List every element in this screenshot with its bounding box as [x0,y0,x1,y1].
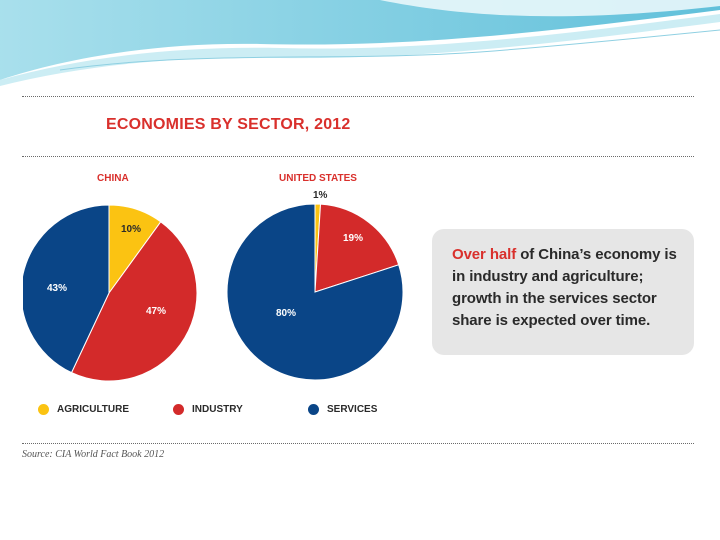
services-dot-icon [308,404,319,415]
callout-box [432,229,694,355]
china-slice-services [23,204,110,374]
legend-label: AGRICULTURE [57,404,130,415]
legend-label: SERVICES [327,404,378,415]
page-title: ECONOMIES BY SECTOR, 2012 [106,116,351,133]
callout-highlight: Over half [452,246,517,263]
legend-item-agriculture: AGRICULTURE [38,404,129,415]
us-label-industry: 19% [343,233,363,244]
us-chart-title: UNITED STATES [279,173,357,184]
callout-text: Over half of China’s economy is in indus… [452,244,688,332]
header-swoosh-decoration [0,0,720,86]
us-label-agriculture: 1% [313,190,328,201]
us-slice-industry [314,203,400,293]
bottom-divider [22,443,694,444]
china-chart-title: CHINA [97,173,129,184]
china-slice-industry [70,221,198,382]
legend-item-services: SERVICES [308,404,377,415]
us-slice-services [226,203,404,381]
legend-item-industry: INDUSTRY [173,404,243,415]
title-divider [22,156,694,157]
agriculture-dot-icon [38,404,49,415]
china-pie-chart: 10% 47% 43% [23,204,198,382]
legend-label: INDUSTRY [192,404,243,415]
us-label-services: 80% [276,308,296,319]
china-label-industry: 47% [146,306,166,317]
top-divider [22,96,694,97]
industry-dot-icon [173,404,184,415]
china-label-agriculture: 10% [121,224,141,235]
us-pie-chart: 1% 19% 80% [226,190,404,381]
source-note: Source: CIA World Fact Book 2012 [22,449,165,460]
callout-body: of China’s economy is in industry and ag… [452,246,677,329]
china-label-services: 43% [47,283,67,294]
